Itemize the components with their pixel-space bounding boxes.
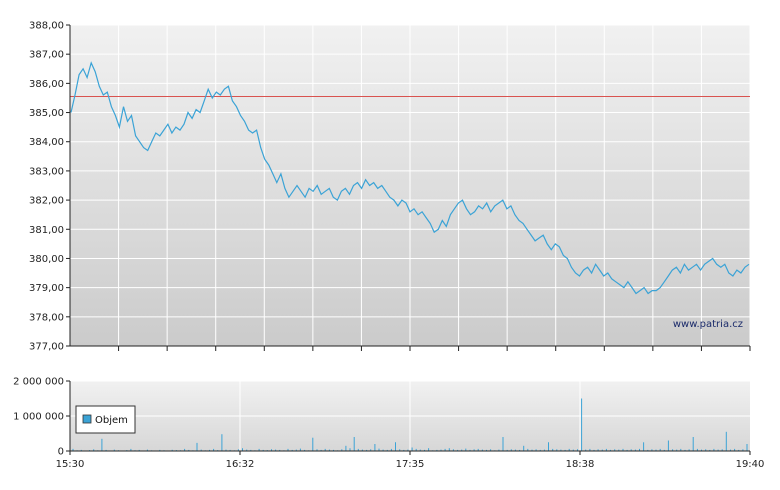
price-y-tick-label: 385,00 bbox=[29, 108, 64, 119]
legend-swatch bbox=[82, 414, 92, 424]
price-y-tick-label: 380,00 bbox=[29, 254, 64, 265]
volume-panel: 2 000 000 1 000 000 0 15:30 16:32 17:35 18:38… bbox=[13, 377, 764, 471]
price-y-tick-label: 381,00 bbox=[29, 225, 64, 236]
volume-x-axis: 15:30 16:32 17:35 18:38 19:40 bbox=[56, 451, 765, 470]
price-y-tick-label: 379,00 bbox=[29, 283, 64, 294]
price-y-tick-label: 388,00 bbox=[29, 21, 64, 32]
volume-y-tick-label: 0 bbox=[58, 447, 64, 458]
volume-x-tick-label: 18:38 bbox=[566, 459, 595, 470]
price-y-tick-label: 377,00 bbox=[29, 342, 64, 353]
legend-label: Objem bbox=[95, 415, 128, 426]
price-y-tick-label: 383,00 bbox=[29, 166, 64, 177]
price-y-tick-label: 386,00 bbox=[29, 79, 64, 90]
price-y-tick-label: 387,00 bbox=[29, 50, 64, 61]
price-y-tick-label: 384,00 bbox=[29, 137, 64, 148]
legend-box bbox=[75, 405, 136, 434]
price-y-tick-label: 378,00 bbox=[29, 312, 64, 323]
volume-x-tick-label: 15:30 bbox=[56, 459, 85, 470]
price-y-axis: 388,00 387,00 386,00 385,00 384,00 383,00 382,… bbox=[29, 21, 70, 353]
watermark: www.patria.cz bbox=[673, 319, 743, 330]
price-x-ticks bbox=[118, 346, 751, 351]
price-gridlines bbox=[70, 24, 751, 347]
price-panel: 388,00 387,00 386,00 385,00 384,00 383,00 382,… bbox=[29, 21, 751, 353]
volume-y-tick-label: 1 000 000 bbox=[13, 412, 64, 423]
volume-y-tick-label: 2 000 000 bbox=[13, 377, 64, 388]
price-y-tick-label: 382,00 bbox=[29, 196, 64, 207]
volume-x-tick-label: 19:40 bbox=[736, 459, 765, 470]
volume-x-tick-label: 17:35 bbox=[396, 459, 425, 470]
volume-legend: Objem bbox=[75, 405, 136, 434]
volume-x-tick-label: 16:32 bbox=[226, 459, 255, 470]
volume-y-axis: 2 000 000 1 000 000 0 bbox=[13, 377, 70, 458]
price-line bbox=[70, 61, 750, 295]
